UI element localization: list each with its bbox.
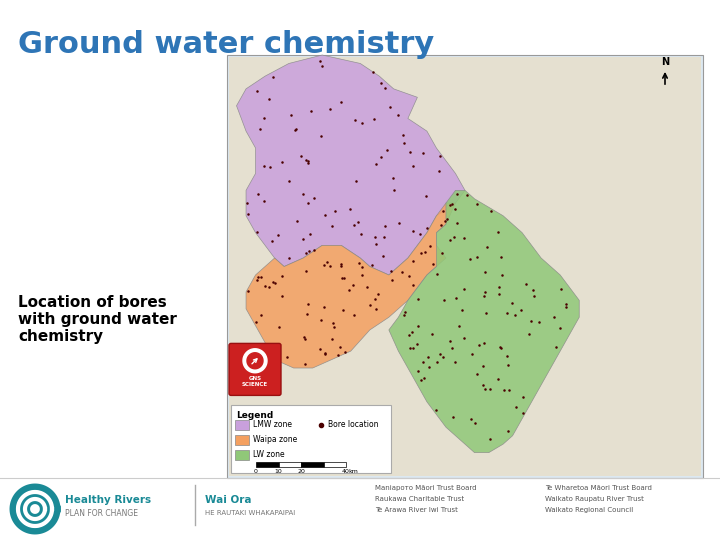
Text: Legend: Legend [236, 411, 274, 420]
Text: 0: 0 [254, 469, 258, 474]
Bar [235, 420, 249, 430]
Text: 10: 10 [274, 469, 282, 474]
Polygon shape [389, 191, 579, 453]
Bar [301, 462, 323, 467]
Bar [227, 55, 703, 478]
Text: Wai Ora: Wai Ora [205, 495, 251, 505]
Text: N: N [661, 57, 669, 67]
Text: Te Arawa River Iwi Trust: Te Arawa River Iwi Trust [375, 507, 458, 513]
Text: Waikato Raupatu River Trust: Waikato Raupatu River Trust [545, 496, 644, 502]
Bar [279, 462, 301, 467]
Text: with ground water: with ground water [18, 312, 177, 327]
Bar [231, 405, 391, 473]
Bar [235, 435, 249, 445]
Text: Raukawa Charitable Trust: Raukawa Charitable Trust [375, 496, 464, 502]
FancyBboxPatch shape [229, 343, 281, 395]
Polygon shape [246, 203, 456, 368]
Text: Healthy Rivers: Healthy Rivers [65, 495, 151, 505]
Text: Maniapoто Māori Trust Board: Maniapoто Māori Trust Board [375, 485, 477, 491]
Text: LMW zone: LMW zone [253, 420, 292, 429]
Bar [229, 57, 701, 476]
Text: GNS
SCIENCE: GNS SCIENCE [242, 376, 268, 387]
Text: chemistry: chemistry [18, 329, 103, 344]
Text: Location of bores: Location of bores [18, 295, 167, 310]
Text: 20: 20 [297, 469, 305, 474]
Polygon shape [236, 55, 465, 275]
Bar [235, 450, 249, 460]
Polygon shape [243, 349, 267, 373]
Text: Bore location: Bore location [328, 420, 379, 429]
Bar [256, 462, 279, 467]
Text: km: km [348, 469, 358, 474]
Polygon shape [247, 353, 263, 369]
Text: LW zone: LW zone [253, 450, 284, 459]
Text: Waikato Regional Council: Waikato Regional Council [545, 507, 634, 513]
Text: Waipa zone: Waipa zone [253, 435, 297, 444]
Text: PLAN FOR CHANGE: PLAN FOR CHANGE [65, 509, 138, 517]
Bar [323, 462, 346, 467]
Text: Ground water chemistry: Ground water chemistry [18, 30, 434, 59]
Text: Te Wharetoa Māori Trust Board: Te Wharetoa Māori Trust Board [545, 485, 652, 491]
Text: 40: 40 [342, 469, 350, 474]
Text: HE RAUTAKI WHAKAPAIPAI: HE RAUTAKI WHAKAPAIPAI [205, 510, 295, 516]
